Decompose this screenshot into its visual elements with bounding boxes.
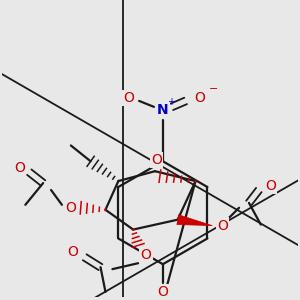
- Text: O: O: [152, 153, 162, 167]
- Text: O: O: [265, 179, 276, 193]
- Text: O: O: [65, 201, 76, 215]
- Text: O: O: [158, 285, 168, 299]
- Text: O: O: [14, 161, 25, 175]
- Text: O: O: [141, 248, 152, 262]
- Text: O: O: [123, 91, 134, 105]
- Polygon shape: [177, 215, 212, 226]
- Text: O: O: [68, 245, 78, 259]
- Text: +: +: [167, 97, 175, 107]
- Text: O: O: [194, 91, 205, 105]
- Text: −: −: [208, 84, 218, 94]
- Text: N: N: [157, 103, 169, 117]
- Text: O: O: [217, 219, 228, 232]
